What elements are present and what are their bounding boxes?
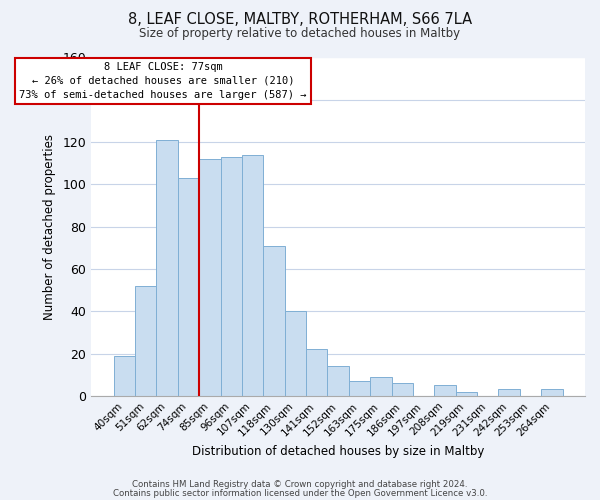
Bar: [263, 246, 285, 396]
Bar: [221, 157, 242, 396]
Text: Size of property relative to detached houses in Maltby: Size of property relative to detached ho…: [139, 28, 461, 40]
Bar: [242, 155, 263, 396]
Bar: [157, 140, 178, 396]
Bar: [392, 383, 413, 396]
Bar: [370, 377, 392, 396]
Bar: [328, 366, 349, 396]
Bar: [114, 356, 135, 396]
Text: Contains HM Land Registry data © Crown copyright and database right 2024.: Contains HM Land Registry data © Crown c…: [132, 480, 468, 489]
Text: 8, LEAF CLOSE, MALTBY, ROTHERHAM, S66 7LA: 8, LEAF CLOSE, MALTBY, ROTHERHAM, S66 7L…: [128, 12, 472, 28]
Bar: [456, 392, 477, 396]
Text: 8 LEAF CLOSE: 77sqm
← 26% of detached houses are smaller (210)
73% of semi-detac: 8 LEAF CLOSE: 77sqm ← 26% of detached ho…: [19, 62, 307, 100]
Text: Contains public sector information licensed under the Open Government Licence v3: Contains public sector information licen…: [113, 488, 487, 498]
X-axis label: Distribution of detached houses by size in Maltby: Distribution of detached houses by size …: [192, 444, 484, 458]
Bar: [541, 390, 563, 396]
Bar: [285, 312, 306, 396]
Bar: [199, 159, 221, 396]
Bar: [135, 286, 157, 396]
Bar: [499, 390, 520, 396]
Bar: [306, 350, 328, 396]
Y-axis label: Number of detached properties: Number of detached properties: [43, 134, 56, 320]
Bar: [434, 386, 456, 396]
Bar: [178, 178, 199, 396]
Bar: [349, 381, 370, 396]
